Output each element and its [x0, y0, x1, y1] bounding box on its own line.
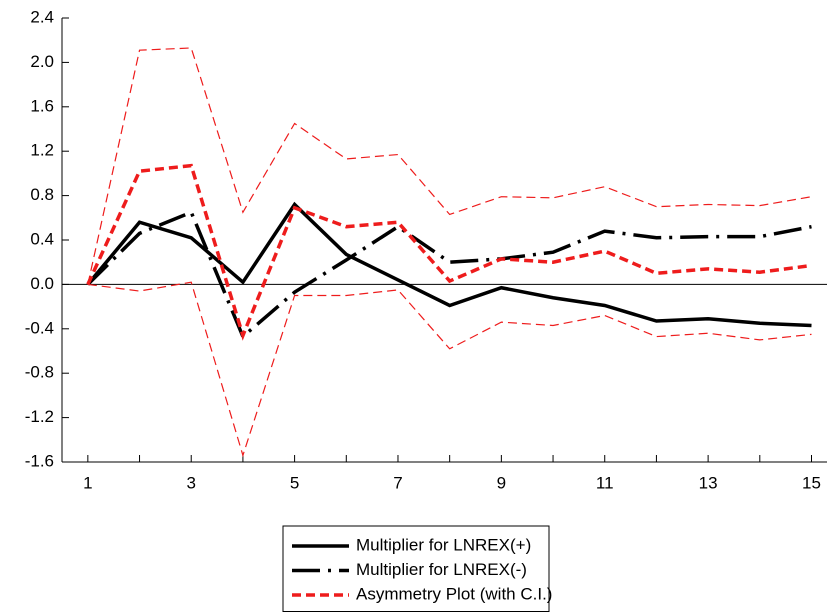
- legend-label: Multiplier for LNREX(+): [356, 535, 531, 554]
- series-line: [87, 281, 812, 458]
- x-tick-label: 1: [83, 473, 92, 492]
- y-tick-label: 1.6: [30, 96, 54, 115]
- x-tick-label: 13: [699, 473, 718, 492]
- legend-label: Asymmetry Plot (with C.I.): [356, 584, 552, 603]
- y-tick-label: -1.6: [25, 451, 54, 470]
- y-tick-label: 0.4: [30, 229, 54, 248]
- y-tick-label: 0.0: [30, 274, 54, 293]
- y-tick-label: -1.2: [25, 407, 54, 426]
- x-tick-label: 11: [596, 473, 614, 492]
- x-tick-label: 7: [393, 473, 402, 492]
- legend-box: [282, 525, 550, 612]
- y-tick-label: -0.8: [25, 363, 54, 382]
- series-line: [86, 201, 812, 328]
- series-line: [87, 47, 812, 285]
- y-tick-label: 2.0: [30, 52, 54, 71]
- series-line: [86, 163, 812, 341]
- y-tick-label: 1.2: [30, 141, 54, 160]
- series-line: [86, 209, 812, 340]
- y-tick-label: 2.4: [30, 7, 54, 26]
- y-tick-label: -0.4: [25, 318, 54, 337]
- x-tick-label: 5: [290, 473, 299, 492]
- x-tick-label: 3: [186, 473, 195, 492]
- legend-label: Multiplier for LNREX(-): [356, 560, 527, 579]
- x-tick-label: 15: [802, 473, 821, 492]
- y-tick-label: 0.8: [30, 185, 54, 204]
- x-tick-label: 9: [497, 473, 506, 492]
